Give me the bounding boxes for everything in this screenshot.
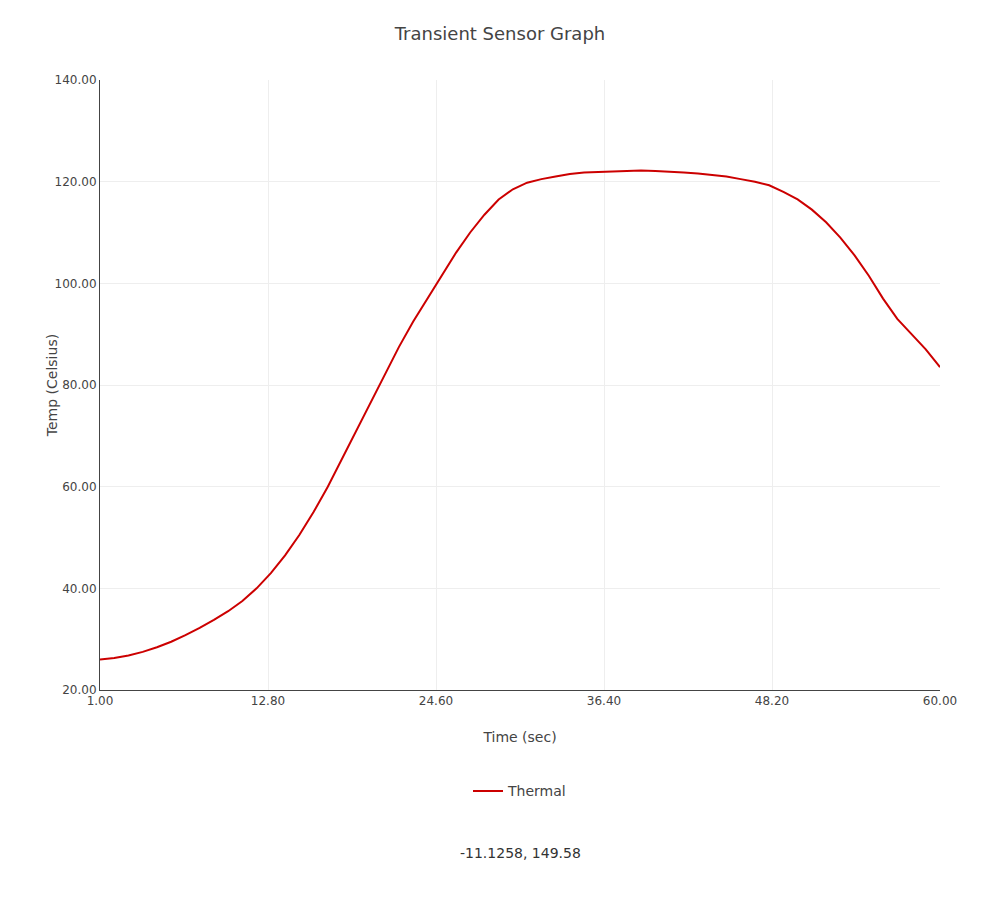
svg-text:140.00: 140.00: [55, 73, 97, 87]
svg-text:40.00: 40.00: [62, 582, 96, 596]
svg-text:-11.1258, 149.58: -11.1258, 149.58: [460, 845, 581, 861]
svg-text:Time (sec): Time (sec): [482, 729, 556, 745]
svg-text:12.80: 12.80: [251, 694, 285, 708]
svg-text:100.00: 100.00: [55, 277, 97, 291]
svg-text:80.00: 80.00: [62, 378, 96, 392]
svg-text:Temp (Celsius): Temp (Celsius): [44, 334, 60, 437]
svg-text:Transient Sensor Graph: Transient Sensor Graph: [394, 23, 605, 44]
svg-text:60.00: 60.00: [62, 480, 96, 494]
svg-text:24.60: 24.60: [419, 694, 453, 708]
svg-text:120.00: 120.00: [55, 175, 97, 189]
svg-text:60.00: 60.00: [923, 694, 957, 708]
svg-text:48.20: 48.20: [755, 694, 789, 708]
svg-text:1.00: 1.00: [87, 694, 114, 708]
svg-text:20.00: 20.00: [62, 683, 96, 697]
svg-text:Thermal: Thermal: [507, 783, 566, 799]
svg-text:36.40: 36.40: [587, 694, 621, 708]
